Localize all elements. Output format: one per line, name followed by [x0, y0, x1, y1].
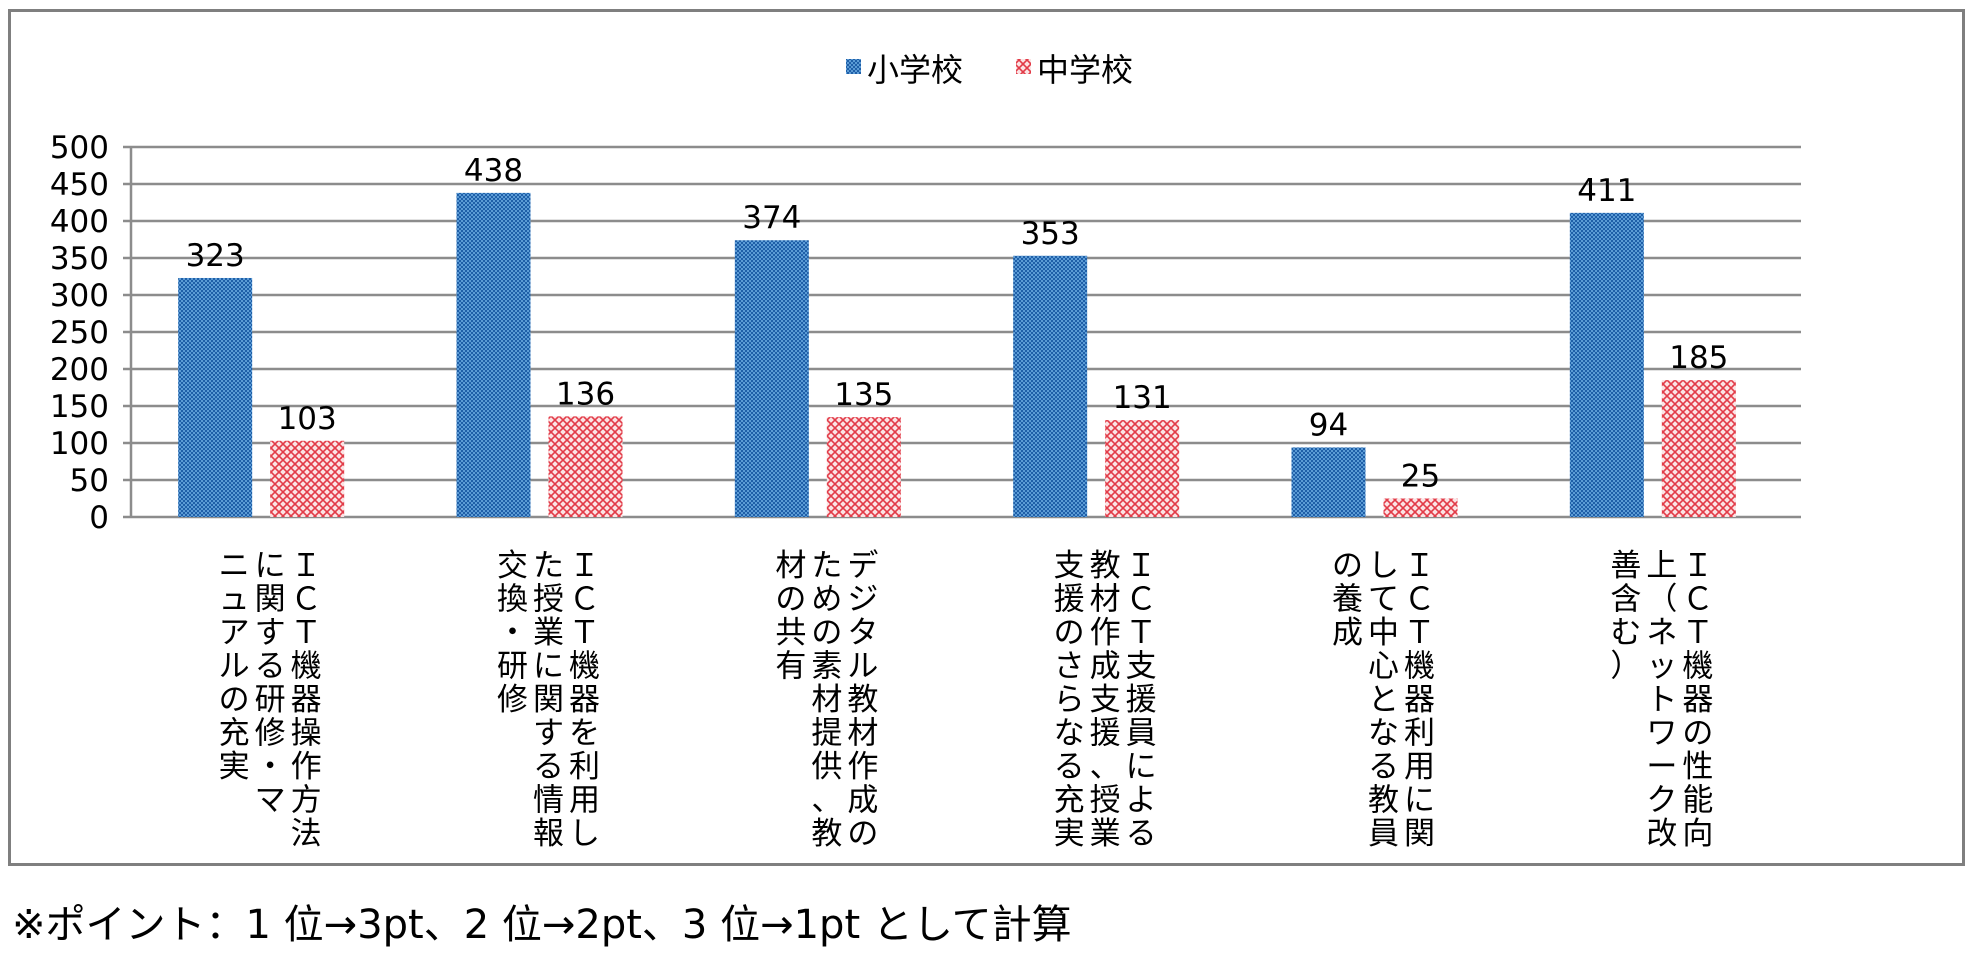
- legend-swatch: [846, 59, 861, 74]
- y-tick-label: 150: [50, 389, 109, 425]
- bars: [178, 192, 1736, 518]
- data-label: 323: [186, 238, 245, 274]
- bar-series2: [270, 440, 345, 517]
- y-tick-label: 450: [50, 167, 109, 203]
- category-label-column: ための素材提供、教: [811, 548, 842, 852]
- category-label-column: ＩＣＴ機器利用に関: [1404, 548, 1435, 852]
- bar-series1: [1013, 255, 1088, 517]
- category-label-column: ニュアルの充実: [219, 548, 250, 785]
- bar-series2: [1661, 380, 1736, 517]
- legend-label: 中学校: [1037, 51, 1133, 89]
- bar-series1: [1569, 212, 1644, 518]
- y-tick-label: 50: [70, 463, 109, 499]
- y-tick-label: 250: [50, 315, 109, 351]
- data-label: 103: [278, 401, 337, 437]
- category-label-column: 材の共有: [775, 548, 806, 685]
- data-label: 438: [464, 153, 523, 189]
- bar-series2: [1383, 498, 1458, 517]
- category-label-column: して中心となる教員: [1368, 548, 1399, 852]
- y-tick-label: 100: [50, 426, 109, 462]
- category-label-column: た授業に関する情報: [533, 548, 564, 852]
- y-tick-label: 400: [50, 204, 109, 240]
- bar-series1: [178, 277, 253, 517]
- category-label-column: ＩＣＴ機器の性能向: [1682, 548, 1713, 852]
- legend-swatch: [1016, 59, 1031, 74]
- category-label-column: 支援のさらなる充実: [1054, 548, 1085, 852]
- category-label-column: ＩＣＴ支援員による: [1126, 548, 1157, 852]
- bar-series2: [1105, 420, 1180, 517]
- data-label: 135: [834, 377, 893, 413]
- bar-series2: [826, 417, 901, 517]
- category-label-column: の養成: [1332, 548, 1363, 651]
- footnote: ※ポイント：1 位→3pt、2 位→2pt、3 位→1pt として計算: [12, 902, 1072, 948]
- y-tick-label: 300: [50, 278, 109, 314]
- category-label-column: ＩＣＴ機器操作方法: [291, 548, 322, 852]
- category-label-column: 教材作成支援、授業: [1090, 548, 1121, 852]
- category-label-column: ＩＣＴ機器を利用し: [569, 548, 600, 852]
- category-label-column: デジタル教材作成の: [847, 548, 878, 852]
- data-label: 131: [1113, 380, 1172, 416]
- category-label-column: 交換・研修: [497, 548, 528, 718]
- chart-frame: 0 50 100 150 200 250 300 350 400 450 500 323 438 374…: [8, 9, 1965, 866]
- category-label-column: 上（ネットワーク改: [1646, 548, 1677, 852]
- bar-series1: [456, 192, 531, 517]
- category-label-column: に関する研修・マ: [255, 548, 286, 819]
- y-tick-label: 350: [50, 241, 109, 277]
- gridlines: [123, 145, 1801, 519]
- y-tick-label: 500: [50, 130, 109, 166]
- data-label: 25: [1401, 459, 1440, 495]
- data-label: 94: [1309, 407, 1348, 443]
- bar-series2: [548, 416, 623, 517]
- data-label: 353: [1021, 216, 1080, 252]
- y-tick-label: 0: [89, 500, 109, 536]
- legend: 小学校 中学校: [846, 51, 1133, 89]
- data-labels: 323 438 374 353 94 411 103 136 135 131 25 185: [186, 153, 1729, 495]
- data-label: 136: [556, 376, 615, 412]
- data-label: 185: [1669, 340, 1728, 376]
- data-label: 411: [1577, 173, 1636, 209]
- bar-series1: [734, 240, 809, 518]
- category-label-column: 善含む）: [1610, 548, 1641, 685]
- data-label: 374: [742, 200, 801, 236]
- legend-label: 小学校: [867, 51, 963, 89]
- bar-series1: [1291, 447, 1366, 517]
- y-tick-label: 200: [50, 352, 109, 388]
